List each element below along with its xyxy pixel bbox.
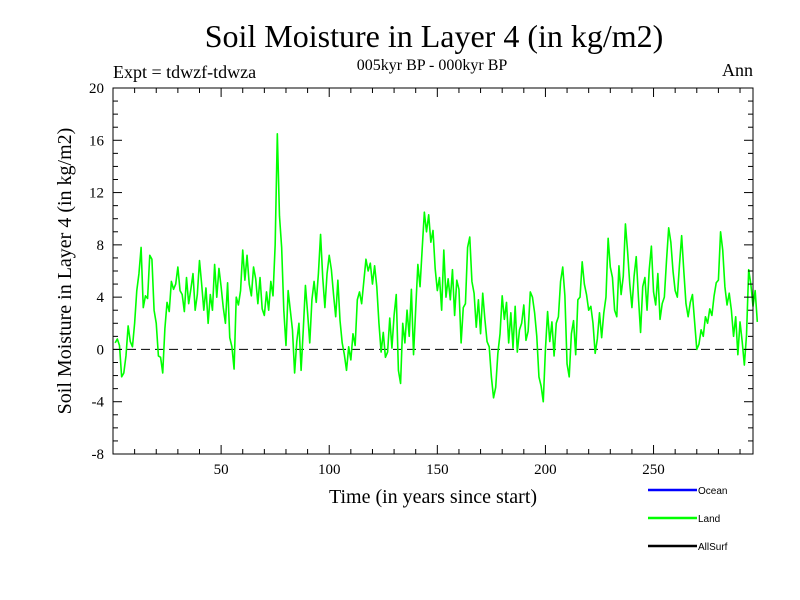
plot-area: 50 100 150 200 250 -8 -4 0 4 8 12 16 20 xyxy=(89,81,759,478)
chart-title: Soil Moisture in Layer 4 (in kg/m2) xyxy=(205,18,664,54)
y-tick-label: 12 xyxy=(89,186,104,202)
y-tick-label: 16 xyxy=(89,133,105,149)
x-tick-label: 150 xyxy=(426,462,449,478)
legend-label-allsurf: AllSurf xyxy=(698,542,728,553)
y-tick-label: -8 xyxy=(92,447,105,463)
season-label: Ann xyxy=(722,60,753,80)
legend: Ocean Land AllSurf xyxy=(648,486,728,553)
x-tick-label: 100 xyxy=(318,462,341,478)
y-tick-label: 20 xyxy=(89,81,104,97)
y-tick-label: 0 xyxy=(97,342,105,358)
x-axis: 50 100 150 200 250 xyxy=(134,88,741,478)
y-tick-label: 8 xyxy=(97,238,105,254)
experiment-label: Expt = tdwzf-tdwza xyxy=(113,62,256,82)
x-tick-label: 50 xyxy=(214,462,229,478)
chart-subtitle: 005kyr BP - 000kyr BP xyxy=(357,57,508,74)
x-axis-label: Time (in years since start) xyxy=(329,486,537,508)
legend-label-land: Land xyxy=(698,514,720,525)
x-tick-label: 200 xyxy=(534,462,557,478)
x-tick-label: 250 xyxy=(642,462,665,478)
y-axis: -8 -4 0 4 8 12 16 20 xyxy=(89,81,753,463)
series-line-land xyxy=(114,132,759,403)
legend-label-ocean: Ocean xyxy=(698,486,727,497)
y-tick-label: 4 xyxy=(97,290,105,306)
plot-frame xyxy=(112,87,754,455)
y-tick-label: -4 xyxy=(92,395,105,411)
y-axis-label: Soil Moisture in Layer 4 (in kg/m2) xyxy=(54,128,76,415)
